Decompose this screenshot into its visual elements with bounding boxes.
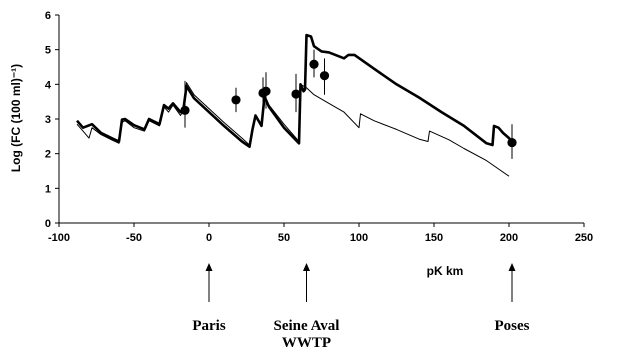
- observation-layer: [180, 49, 517, 159]
- y-tick-label: 0: [45, 218, 51, 230]
- x-tick-label: 200: [500, 232, 518, 244]
- y-tick-label: 3: [45, 114, 51, 126]
- observation-point: [180, 105, 190, 115]
- observation-point: [319, 71, 330, 81]
- y-axis-label: Log (FC (100 ml)⁻¹): [9, 64, 23, 172]
- location-label: Seine Aval: [274, 318, 340, 334]
- location-arrow-head: [508, 263, 516, 271]
- x-tick-label: 100: [350, 232, 368, 244]
- observation-point: [261, 86, 271, 96]
- x-tick-label: 0: [206, 232, 212, 244]
- x-tick-label: 150: [425, 232, 443, 244]
- y-tick-label: 6: [45, 10, 51, 22]
- y-tick-label: 1: [45, 183, 51, 195]
- y-tick-label: 5: [45, 45, 51, 57]
- observation-point: [291, 89, 301, 99]
- x-tick-label: 250: [575, 232, 593, 244]
- y-tick-label: 2: [45, 149, 51, 161]
- location-label: Poses: [495, 318, 530, 334]
- x-axis-label: pK km: [427, 264, 464, 278]
- x-tick-label: 50: [278, 232, 290, 244]
- location-label: WWTP: [282, 335, 331, 351]
- location-label: Paris: [192, 318, 225, 334]
- observation-point: [231, 95, 241, 105]
- y-tick-label: 4: [45, 79, 52, 91]
- location-arrow-head: [205, 263, 213, 271]
- axes: 0 1 2 3 4 5 6 -100 -50 0 50 100 150 200 250: [45, 10, 593, 244]
- observation-point: [309, 59, 319, 69]
- observation-point: [507, 137, 517, 148]
- x-tick-label: -100: [48, 232, 70, 244]
- series-layer: [76, 33, 515, 177]
- location-arrow-head: [303, 263, 310, 271]
- x-tick-label: -50: [126, 232, 142, 244]
